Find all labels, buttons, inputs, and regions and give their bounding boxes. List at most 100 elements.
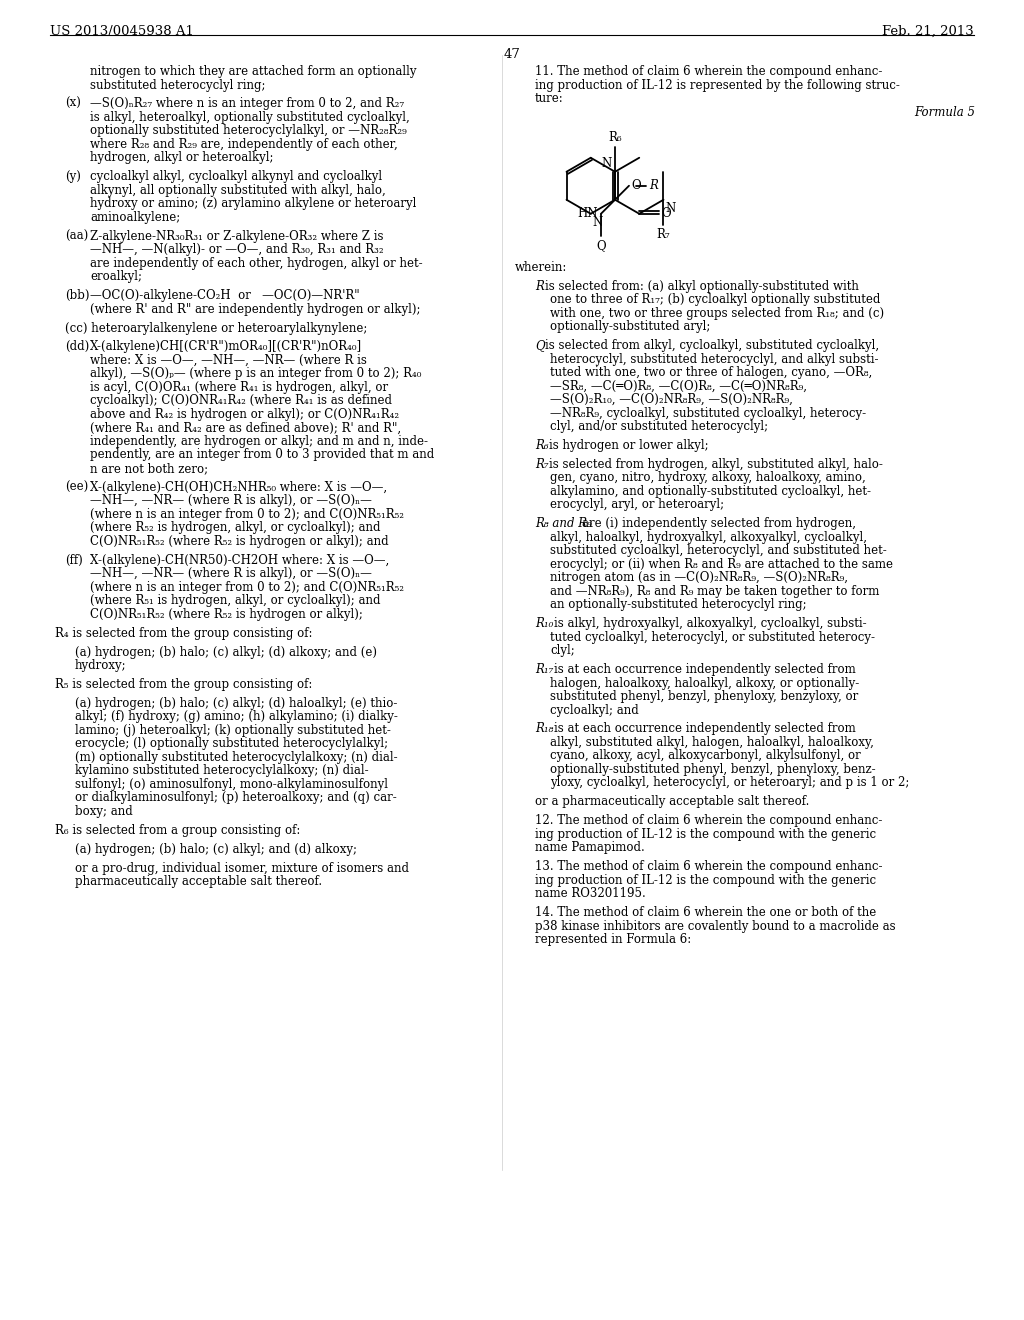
Text: pharmaceutically acceptable salt thereof.: pharmaceutically acceptable salt thereof… [75,875,323,888]
Text: (aa): (aa) [65,230,88,243]
Text: one to three of R₁₇; (b) cycloalkyl optionally substituted: one to three of R₁₇; (b) cycloalkyl opti… [550,293,881,306]
Text: R₄ is selected from the group consisting of:: R₄ is selected from the group consisting… [55,627,312,640]
Text: name RO3201195.: name RO3201195. [535,887,646,900]
Text: is acyl, C(O)OR₄₁ (where R₄₁ is hydrogen, alkyl, or: is acyl, C(O)OR₄₁ (where R₄₁ is hydrogen… [90,381,388,393]
Text: Z-alkylene-NR₃₀R₃₁ or Z-alkylene-OR₃₂ where Z is: Z-alkylene-NR₃₀R₃₁ or Z-alkylene-OR₃₂ wh… [90,230,384,243]
Text: Q: Q [596,239,606,252]
Text: is selected from alkyl, cycloalkyl, substituted cycloalkyl,: is selected from alkyl, cycloalkyl, subs… [545,339,879,352]
Text: halogen, haloalkoxy, haloalkyl, alkoxy, or optionally-: halogen, haloalkoxy, haloalkyl, alkoxy, … [550,677,859,689]
Text: optionally-substituted phenyl, benzyl, phenyloxy, benz-: optionally-substituted phenyl, benzyl, p… [550,763,876,776]
Text: US 2013/0045938 A1: US 2013/0045938 A1 [50,25,194,38]
Text: alkylamino, and optionally-substituted cycloalkyl, het-: alkylamino, and optionally-substituted c… [550,484,871,498]
Text: R₁₀: R₁₀ [535,618,553,630]
Text: N: N [666,202,676,215]
Text: and —NR₈R₉), R₈ and R₉ may be taken together to form: and —NR₈R₉), R₈ and R₉ may be taken toge… [550,585,880,598]
Text: nitrogen atom (as in —C(O)₂NR₈R₉, —S(O)₂NR₈R₉,: nitrogen atom (as in —C(O)₂NR₈R₉, —S(O)₂… [550,572,848,585]
Text: boxy; and: boxy; and [75,805,133,818]
Text: where: X is —O—, —NH—, —NR— (where R is: where: X is —O—, —NH—, —NR— (where R is [90,354,367,367]
Text: kylamino substituted heterocyclylalkoxy; (n) dial-: kylamino substituted heterocyclylalkoxy;… [75,764,369,777]
Text: cycloalkyl); C(O)ONR₄₁R₄₂ (where R₄₁ is as defined: cycloalkyl); C(O)ONR₄₁R₄₂ (where R₄₁ is … [90,395,392,408]
Text: (where R₄₁ and R₄₂ are as defined above); R' and R",: (where R₄₁ and R₄₂ are as defined above)… [90,421,401,434]
Text: hydroxy or amino; (z) arylamino alkylene or heteroaryl: hydroxy or amino; (z) arylamino alkylene… [90,197,417,210]
Text: R₆: R₆ [608,131,622,144]
Text: ing production of IL-12 is represented by the following struc-: ing production of IL-12 is represented b… [535,78,900,91]
Text: cycloalkyl alkyl, cycloalkyl alkynyl and cycloalkyl: cycloalkyl alkyl, cycloalkyl alkynyl and… [90,170,382,183]
Text: Formula 5: Formula 5 [914,106,975,119]
Text: R₁₇: R₁₇ [535,663,553,676]
Text: C(O)NR₅₁R₅₂ (where R₅₂ is hydrogen or alkyl); and: C(O)NR₅₁R₅₂ (where R₅₂ is hydrogen or al… [90,535,389,548]
Text: an optionally-substituted heterocyclyl ring;: an optionally-substituted heterocyclyl r… [550,598,807,611]
Text: (where n is an integer from 0 to 2); and C(O)NR₅₁R₅₂: (where n is an integer from 0 to 2); and… [90,581,404,594]
Text: erocyclyl, aryl, or heteroaryl;: erocyclyl, aryl, or heteroaryl; [550,499,724,511]
Text: (a) hydrogen; (b) halo; (c) alkyl; and (d) alkoxy;: (a) hydrogen; (b) halo; (c) alkyl; and (… [75,842,357,855]
Text: X-(alkylene)-CH(NR50)-CH2OH where: X is —O—,: X-(alkylene)-CH(NR50)-CH2OH where: X is … [90,553,389,566]
Text: alkyl, haloalkyl, hydroxyalkyl, alkoxyalkyl, cycloalkyl,: alkyl, haloalkyl, hydroxyalkyl, alkoxyal… [550,531,867,544]
Text: (where R₅₂ is hydrogen, alkyl, or cycloalkyl); and: (where R₅₂ is hydrogen, alkyl, or cycloa… [90,521,381,535]
Text: hydroxy;: hydroxy; [75,659,127,672]
Text: erocyclyl; or (ii) when R₈ and R₉ are attached to the same: erocyclyl; or (ii) when R₈ and R₉ are at… [550,558,893,570]
Text: tuted cycloalkyl, heterocyclyl, or substituted heterocy-: tuted cycloalkyl, heterocyclyl, or subst… [550,631,874,644]
Text: —NR₈R₉, cycloalkyl, substituted cycloalkyl, heterocy-: —NR₈R₉, cycloalkyl, substituted cycloalk… [550,407,866,420]
Text: heterocyclyl, substituted heterocyclyl, and alkyl substi-: heterocyclyl, substituted heterocyclyl, … [550,352,879,366]
Text: with one, two or three groups selected from R₁₈; and (c): with one, two or three groups selected f… [550,306,884,319]
Text: alkyl), —S(O)ₚ— (where p is an integer from 0 to 2); R₄₀: alkyl), —S(O)ₚ— (where p is an integer f… [90,367,421,380]
Text: —SR₈, —C(═O)R₈, —C(O)R₈, —C(═O)NR₈R₉,: —SR₈, —C(═O)R₈, —C(O)R₈, —C(═O)NR₈R₉, [550,380,807,392]
Text: —OC(O)-alkylene-CO₂H  or   —OC(O)—NR'R": —OC(O)-alkylene-CO₂H or —OC(O)—NR'R" [90,289,359,302]
Text: eroalkyl;: eroalkyl; [90,271,142,284]
Text: HN: HN [578,207,598,220]
Text: X-(alkylene)-CH(OH)CH₂NHR₅₀ where: X is —O—,: X-(alkylene)-CH(OH)CH₂NHR₅₀ where: X is … [90,480,387,494]
Text: name Pamapimod.: name Pamapimod. [535,841,645,854]
Text: cyano, alkoxy, acyl, alkoxycarbonyl, alkylsulfonyl, or: cyano, alkoxy, acyl, alkoxycarbonyl, alk… [550,750,861,763]
Text: (a) hydrogen; (b) halo; (c) alkyl; (d) haloalkyl; (e) thio-: (a) hydrogen; (b) halo; (c) alkyl; (d) h… [75,697,397,710]
Text: represented in Formula 6:: represented in Formula 6: [535,933,691,946]
Text: optionally-substituted aryl;: optionally-substituted aryl; [550,321,711,333]
Text: is at each occurrence independently selected from: is at each occurrence independently sele… [554,663,856,676]
Text: C(O)NR₅₁R₅₂ (where R₅₂ is hydrogen or alkyl);: C(O)NR₅₁R₅₂ (where R₅₂ is hydrogen or al… [90,607,362,620]
Text: is alkyl, heteroalkyl, optionally substituted cycloalkyl,: is alkyl, heteroalkyl, optionally substi… [90,111,410,124]
Text: (ee): (ee) [65,480,88,494]
Text: 12. The method of claim 6 wherein the compound enhanc-: 12. The method of claim 6 wherein the co… [535,814,883,828]
Text: O: O [631,180,641,193]
Text: N: N [593,215,603,228]
Text: —NH—, —NR— (where R is alkyl), or —S(O)ₙ—: —NH—, —NR— (where R is alkyl), or —S(O)ₙ… [90,568,372,581]
Text: —S(O)ₙR₂₇ where n is an integer from 0 to 2, and R₂₇: —S(O)ₙR₂₇ where n is an integer from 0 t… [90,98,404,111]
Text: (dd): (dd) [65,341,89,354]
Text: N: N [602,157,612,170]
Text: where R₂₈ and R₂₉ are, independently of each other,: where R₂₈ and R₂₉ are, independently of … [90,137,397,150]
Text: erocycle; (l) optionally substituted heterocyclylalkyl;: erocycle; (l) optionally substituted het… [75,738,388,750]
Text: is at each occurrence independently selected from: is at each occurrence independently sele… [554,722,856,735]
Text: (y): (y) [65,170,81,183]
Text: (a) hydrogen; (b) halo; (c) alkyl; (d) alkoxy; and (e): (a) hydrogen; (b) halo; (c) alkyl; (d) a… [75,645,377,659]
Text: R₇: R₇ [656,228,671,242]
Text: Q: Q [535,339,545,352]
Text: (m) optionally substituted heterocyclylalkoxy; (n) dial-: (m) optionally substituted heterocyclyla… [75,751,397,764]
Text: (cc) heteroarylalkenylene or heteroarylalkynylene;: (cc) heteroarylalkenylene or heteroaryla… [65,322,368,334]
Text: R₈ and R₉: R₈ and R₉ [535,517,592,531]
Text: —NH—, —NR— (where R is alkyl), or —S(O)ₙ—: —NH—, —NR— (where R is alkyl), or —S(O)ₙ… [90,494,372,507]
Text: or a pro-drug, individual isomer, mixture of isomers and: or a pro-drug, individual isomer, mixtur… [75,862,409,875]
Text: (bb): (bb) [65,289,89,302]
Text: is selected from: (a) alkyl optionally-substituted with: is selected from: (a) alkyl optionally-s… [545,280,858,293]
Text: O: O [662,207,672,220]
Text: (ff): (ff) [65,553,83,566]
Text: R₆ is selected from a group consisting of:: R₆ is selected from a group consisting o… [55,824,300,837]
Text: R₅ is selected from the group consisting of:: R₅ is selected from the group consisting… [55,678,312,690]
Text: cycloalkyl; and: cycloalkyl; and [550,704,639,717]
Text: aminoalkylene;: aminoalkylene; [90,211,180,224]
Text: sulfonyl; (o) aminosulfonyl, mono-alkylaminosulfonyl: sulfonyl; (o) aminosulfonyl, mono-alkyla… [75,777,388,791]
Text: R: R [535,280,544,293]
Text: R₁₈: R₁₈ [535,722,553,735]
Text: independently, are hydrogen or alkyl; and m and n, inde-: independently, are hydrogen or alkyl; an… [90,434,428,447]
Text: R₆: R₆ [535,440,549,451]
Text: substituted cycloalkyl, heterocyclyl, and substituted het-: substituted cycloalkyl, heterocyclyl, an… [550,544,887,557]
Text: substituted heterocyclyl ring;: substituted heterocyclyl ring; [90,78,265,91]
Text: ing production of IL-12 is the compound with the generic: ing production of IL-12 is the compound … [535,874,877,887]
Text: ing production of IL-12 is the compound with the generic: ing production of IL-12 is the compound … [535,828,877,841]
Text: tuted with one, two or three of halogen, cyano, —OR₈,: tuted with one, two or three of halogen,… [550,366,872,379]
Text: Feb. 21, 2013: Feb. 21, 2013 [883,25,974,38]
Text: p38 kinase inhibitors are covalently bound to a macrolide as: p38 kinase inhibitors are covalently bou… [535,920,896,932]
Text: pendently, are an integer from 0 to 3 provided that m and: pendently, are an integer from 0 to 3 pr… [90,449,434,462]
Text: —NH—, —N(alkyl)- or —O—, and R₃₀, R₃₁ and R₃₂: —NH—, —N(alkyl)- or —O—, and R₃₀, R₃₁ an… [90,243,384,256]
Text: 13. The method of claim 6 wherein the compound enhanc-: 13. The method of claim 6 wherein the co… [535,861,883,873]
Text: 47: 47 [504,48,520,61]
